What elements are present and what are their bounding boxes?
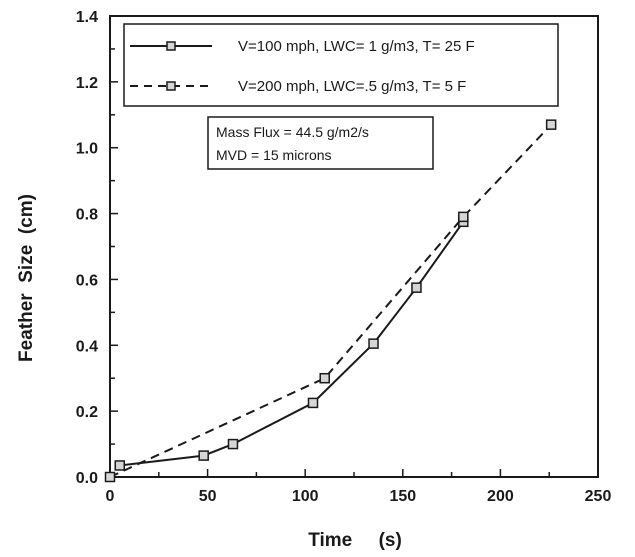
y-tick-label: 1.2 <box>76 75 98 92</box>
x-axis-title: Time (s) <box>308 530 402 551</box>
legend-label-series-2: V=200 mph, LWC=.5 g/m3, T= 5 F <box>238 78 466 95</box>
data-point-series-1 <box>227 438 239 450</box>
y-tick-label: 0.4 <box>76 338 98 355</box>
y-tick-label: 0.0 <box>76 470 98 487</box>
y-tick-label: 1.0 <box>76 141 98 158</box>
annotation-mass-flux: Mass Flux = 44.5 g/m2/s <box>216 124 369 140</box>
y-axis-title: Feather Size (cm) <box>16 194 37 362</box>
annotation-frame <box>207 116 434 170</box>
annotation-mvd: MVD = 15 microns <box>216 147 332 163</box>
x-tick-label: 50 <box>199 488 217 505</box>
x-tick-label: 250 <box>585 488 612 505</box>
series-line-2 <box>109 124 552 478</box>
x-tick-label: 150 <box>389 488 416 505</box>
series-line-1 <box>119 221 465 467</box>
legend-marker-dashed <box>166 81 176 91</box>
legend-box <box>123 23 559 107</box>
data-point-series-2 <box>319 372 330 384</box>
data-point-series-1 <box>307 397 319 409</box>
legend: V=100 mph, LWC= 1 g/m3, T= 25 F V=200 mp… <box>123 23 559 107</box>
data-point-series-1 <box>368 338 379 349</box>
x-tick-label: 200 <box>487 488 514 505</box>
x-tick-label: 100 <box>292 488 319 505</box>
x-tick-label: 0 <box>106 488 115 505</box>
y-tick-label: 0.2 <box>76 404 98 421</box>
legend-label-series-1: V=100 mph, LWC= 1 g/m3, T= 25 F <box>238 38 475 55</box>
axis-ticks: 0 50 100 150 200 250 0.0 0.2 0.4 0.6 0.8 1.0 1.2 1.4 <box>76 9 612 505</box>
data-point-series-1 <box>198 450 209 461</box>
legend-marker-solid <box>166 41 176 51</box>
annotation-box: Mass Flux = 44.5 g/m2/s MVD = 15 microns <box>207 116 434 170</box>
data-point-series-1 <box>411 282 422 293</box>
y-tick-label: 1.4 <box>76 9 98 26</box>
data-point-series-2 <box>458 211 469 223</box>
data-point-series-2 <box>545 119 557 130</box>
data-point-series-1 <box>114 460 126 471</box>
y-tick-label: 0.8 <box>76 207 98 224</box>
data-series <box>104 119 557 483</box>
y-tick-label: 0.6 <box>76 272 98 289</box>
data-point-series-2 <box>104 471 116 483</box>
